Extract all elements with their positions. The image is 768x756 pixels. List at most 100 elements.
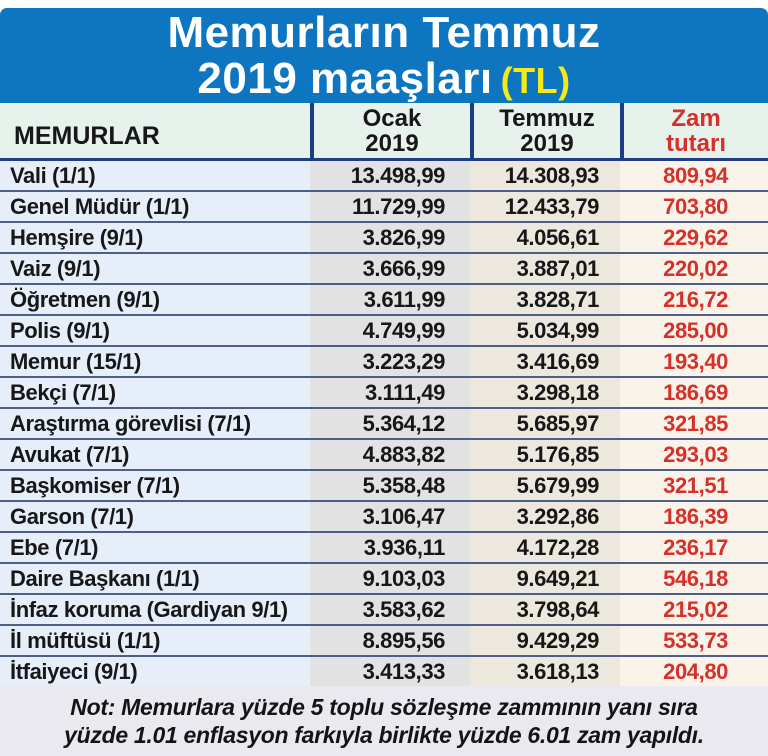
temmuz-2019-value-cell: 5.176,85 — [470, 440, 620, 469]
zam-tutari-value-cell: 193,40 — [620, 347, 768, 376]
temmuz-2019-value-cell: 14.308,93 — [470, 161, 620, 190]
temmuz-2019-value-cell: 12.433,79 — [470, 192, 620, 221]
currency-unit-label: (TL) — [500, 60, 571, 101]
table-row: Daire Başkanı (1/1) 9.103,03 9.649,21 546,1… — [0, 562, 768, 593]
table-row: Polis (9/1) 4.749,99 5.034,99 285,00 — [0, 314, 768, 345]
temmuz-2019-value-cell: 5.679,99 — [470, 471, 620, 500]
table-row: Garson (7/1) 3.106,47 3.292,86 186,39 — [0, 500, 768, 531]
table-row: Hemşire (9/1) 3.826,99 4.056,61 229,62 — [0, 221, 768, 252]
ocak-2019-value-cell: 4.749,99 — [310, 316, 470, 345]
zam-tutari-value-cell: 809,94 — [620, 161, 768, 190]
table-header-row: MEMURLAR Ocak 2019 Temmuz 2019 Zam tutar… — [0, 103, 768, 161]
temmuz-2019-value-cell: 4.172,28 — [470, 533, 620, 562]
zam-tutari-value-cell: 186,69 — [620, 378, 768, 407]
ocak-2019-value-cell: 8.895,56 — [310, 626, 470, 655]
memur-label-cell: İl müftüsü (1/1) — [0, 626, 310, 655]
memur-label-cell: Başkomiser (7/1) — [0, 471, 310, 500]
memur-label-cell: Vaiz (9/1) — [0, 254, 310, 283]
temmuz-2019-value-cell: 3.416,69 — [470, 347, 620, 376]
zam-tutari-value-cell: 703,80 — [620, 192, 768, 221]
column-header-ocak-2019: Ocak 2019 — [310, 103, 470, 158]
zam-tutari-value-cell: 533,73 — [620, 626, 768, 655]
zam-tutari-value-cell: 236,17 — [620, 533, 768, 562]
zam-tutari-value-cell: 220,02 — [620, 254, 768, 283]
ocak-2019-value-cell: 3.413,33 — [310, 657, 470, 686]
ocak-2019-value-cell: 9.103,03 — [310, 564, 470, 593]
zam-tutari-value-cell: 216,72 — [620, 285, 768, 314]
memur-label-cell: Araştırma görevlisi (7/1) — [0, 409, 310, 438]
zam-tutari-value-cell: 293,03 — [620, 440, 768, 469]
memur-label-cell: Bekçi (7/1) — [0, 378, 310, 407]
temmuz-2019-value-cell: 3.298,18 — [470, 378, 620, 407]
ocak-2019-value-cell: 3.111,49 — [310, 378, 470, 407]
footer-note-text: Not: Memurlara yüzde 5 toplu sözleşme za… — [64, 694, 704, 748]
title-text-2: 2019 maaşları — [197, 54, 493, 103]
zam-tutari-value-cell: 285,00 — [620, 316, 768, 345]
page-title-line1: Memurların Temmuz — [0, 10, 768, 56]
temmuz-2019-value-cell: 3.618,13 — [470, 657, 620, 686]
table-row: İtfaiyeci (9/1) 3.413,33 3.618,13 204,80 — [0, 655, 768, 686]
column-header-memurlar: MEMURLAR — [14, 122, 160, 150]
page-title-line2: 2019 maaşları (TL) — [0, 56, 768, 104]
table-row: Genel Müdür (1/1) 11.729,99 12.433,79 703,8… — [0, 190, 768, 221]
memur-label-cell: Ebe (7/1) — [0, 533, 310, 562]
ocak-2019-value-cell: 5.358,48 — [310, 471, 470, 500]
temmuz-2019-value-cell: 4.056,61 — [470, 223, 620, 252]
temmuz-2019-value-cell: 3.292,86 — [470, 502, 620, 531]
title-banner: Memurların Temmuz 2019 maaşları (TL) — [0, 8, 768, 103]
column-header-zam-tutari: Zam tutarı — [620, 103, 768, 158]
ocak-2019-value-cell: 11.729,99 — [310, 192, 470, 221]
temmuz-2019-value-cell: 3.798,64 — [470, 595, 620, 624]
column-header-temmuz-2019: Temmuz 2019 — [470, 103, 620, 158]
table-row: Avukat (7/1) 4.883,82 5.176,85 293,03 — [0, 438, 768, 469]
memur-label-cell: İtfaiyeci (9/1) — [0, 657, 310, 686]
ocak-2019-value-cell: 3.666,99 — [310, 254, 470, 283]
table-row: Başkomiser (7/1) 5.358,48 5.679,99 321,51 — [0, 469, 768, 500]
table-row: Vali (1/1) 13.498,99 14.308,93 809,94 — [0, 161, 768, 190]
ocak-2019-value-cell: 3.223,29 — [310, 347, 470, 376]
memur-label-cell: İnfaz koruma (Gardiyan 9/1) — [0, 595, 310, 624]
memur-label-cell: Vali (1/1) — [0, 161, 310, 190]
ocak-2019-value-cell: 4.883,82 — [310, 440, 470, 469]
ocak-2019-value-cell: 3.106,47 — [310, 502, 470, 531]
temmuz-2019-value-cell: 9.429,29 — [470, 626, 620, 655]
memur-label-cell: Avukat (7/1) — [0, 440, 310, 469]
table-body: Vali (1/1) 13.498,99 14.308,93 809,94 Genel … — [0, 161, 768, 686]
table-row: İl müftüsü (1/1) 8.895,56 9.429,29 533,73 — [0, 624, 768, 655]
memur-label-cell: Öğretmen (9/1) — [0, 285, 310, 314]
temmuz-2019-value-cell: 5.685,97 — [470, 409, 620, 438]
ocak-2019-value-cell: 3.611,99 — [310, 285, 470, 314]
table-row: Bekçi (7/1) 3.111,49 3.298,18 186,69 — [0, 376, 768, 407]
table-row: Öğretmen (9/1) 3.611,99 3.828,71 216,72 — [0, 283, 768, 314]
table-row: Memur (15/1) 3.223,29 3.416,69 193,40 — [0, 345, 768, 376]
ocak-2019-value-cell: 3.826,99 — [310, 223, 470, 252]
zam-tutari-value-cell: 215,02 — [620, 595, 768, 624]
temmuz-2019-value-cell: 3.887,01 — [470, 254, 620, 283]
title-text-1: Memurların Temmuz — [167, 8, 601, 57]
footer-note: Not: Memurlara yüzde 5 toplu sözleşme za… — [0, 686, 768, 756]
temmuz-2019-value-cell: 9.649,21 — [470, 564, 620, 593]
table-row: Araştırma görevlisi (7/1) 5.364,12 5.685,9… — [0, 407, 768, 438]
memur-label-cell: Memur (15/1) — [0, 347, 310, 376]
table-row: İnfaz koruma (Gardiyan 9/1) 3.583,62 3.798… — [0, 593, 768, 624]
zam-tutari-value-cell: 321,85 — [620, 409, 768, 438]
zam-tutari-value-cell: 186,39 — [620, 502, 768, 531]
table-row: Ebe (7/1) 3.936,11 4.172,28 236,17 — [0, 531, 768, 562]
ocak-2019-value-cell: 13.498,99 — [310, 161, 470, 190]
memur-label-cell: Polis (9/1) — [0, 316, 310, 345]
memur-label-cell: Genel Müdür (1/1) — [0, 192, 310, 221]
table-row: Vaiz (9/1) 3.666,99 3.887,01 220,02 — [0, 252, 768, 283]
zam-tutari-value-cell: 321,51 — [620, 471, 768, 500]
memur-label-cell: Daire Başkanı (1/1) — [0, 564, 310, 593]
ocak-2019-value-cell: 5.364,12 — [310, 409, 470, 438]
ocak-2019-value-cell: 3.583,62 — [310, 595, 470, 624]
ocak-2019-value-cell: 3.936,11 — [310, 533, 470, 562]
zam-tutari-value-cell: 546,18 — [620, 564, 768, 593]
memur-label-cell: Garson (7/1) — [0, 502, 310, 531]
zam-tutari-value-cell: 204,80 — [620, 657, 768, 686]
temmuz-2019-value-cell: 3.828,71 — [470, 285, 620, 314]
temmuz-2019-value-cell: 5.034,99 — [470, 316, 620, 345]
memur-label-cell: Hemşire (9/1) — [0, 223, 310, 252]
zam-tutari-value-cell: 229,62 — [620, 223, 768, 252]
